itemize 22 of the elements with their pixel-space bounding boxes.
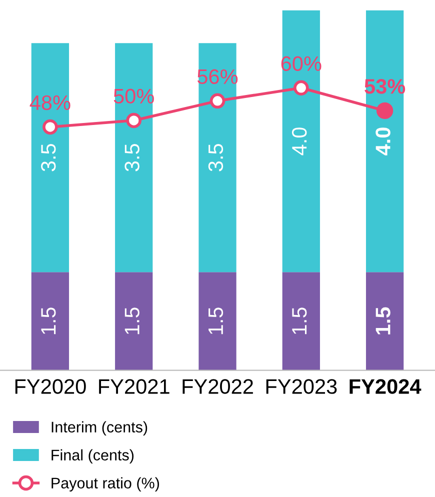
data-label: 1.5 xyxy=(124,308,140,334)
legend-label: Interim (cents) xyxy=(52,421,148,436)
data-label: 1.5 xyxy=(208,308,224,334)
x-tick-label: FY2020 xyxy=(15,379,86,394)
x-tick-label: FY2023 xyxy=(266,379,337,394)
legend-label: Payout ratio (%) xyxy=(52,477,159,492)
data-label: 1.5 xyxy=(376,307,390,334)
point xyxy=(294,80,309,96)
legend-label: Final (cents) xyxy=(52,449,134,464)
data-label: 3.5 xyxy=(124,144,140,172)
data-label: 3.5 xyxy=(208,144,224,172)
point xyxy=(42,119,58,135)
x-tick-label: FY2021 xyxy=(99,379,170,394)
point xyxy=(126,112,142,128)
data-label: 3.5 xyxy=(41,144,56,172)
x-tick-label: FY2024 xyxy=(350,379,422,394)
x-tick-label: FY2022 xyxy=(182,379,253,394)
data-label: 1.5 xyxy=(292,308,307,334)
data-label: 4.0 xyxy=(376,128,390,156)
point xyxy=(210,93,226,109)
data-label: 4.0 xyxy=(292,128,307,156)
data-label: 1.5 xyxy=(41,308,56,334)
